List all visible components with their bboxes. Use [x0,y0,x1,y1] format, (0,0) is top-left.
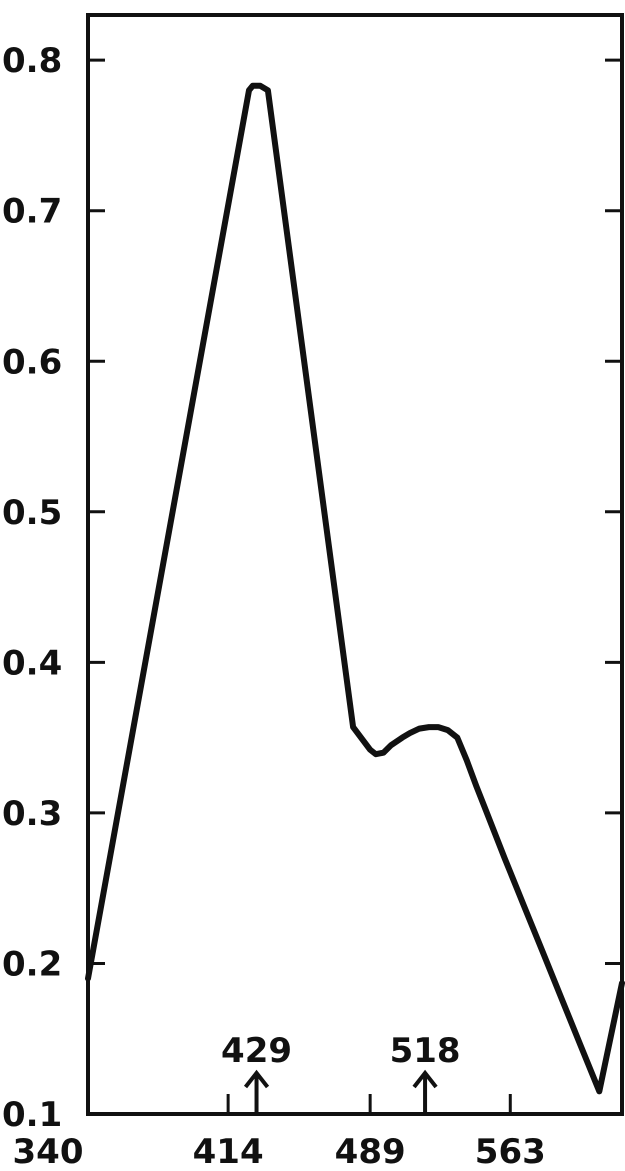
up-arrow-icon [243,1069,270,1089]
series-line-absorbance [85,82,625,1095]
y-tick-label-4: 0.5 [2,493,62,533]
y-tick-label-1: 0.2 [2,944,62,984]
annotation-518: 518 [390,1031,461,1112]
plot-frame [86,13,624,1116]
y-axis-labels: 0.1 0.2 0.3 0.4 0.5 0.6 0.7 0.8 [2,41,62,1135]
annotation-429: 429 [221,1031,292,1112]
annotation-label-429: 429 [221,1031,292,1071]
x-tick-label-1: 414 [193,1132,264,1171]
x-tick-label-2: 489 [335,1132,406,1171]
annotation-label-518: 518 [390,1031,461,1071]
y-axis-ticks [88,58,622,965]
y-tick-label-6: 0.7 [2,192,62,232]
x-tick-label-3: 563 [475,1132,546,1171]
x-axis-labels: 340 414 489 563 [13,1132,546,1171]
y-tick-label-3: 0.4 [2,643,62,683]
x-axis-ticks [226,1094,512,1114]
y-tick-label-0: 0.1 [2,1095,62,1135]
y-tick-label-7: 0.8 [2,41,62,81]
x-tick-label-0: 340 [13,1132,84,1171]
peak-annotations: 429 518 [221,1031,461,1112]
y-tick-label-5: 0.6 [2,342,62,382]
y-tick-label-2: 0.3 [2,794,62,834]
series-group [85,82,625,1095]
up-arrow-icon [412,1069,438,1089]
